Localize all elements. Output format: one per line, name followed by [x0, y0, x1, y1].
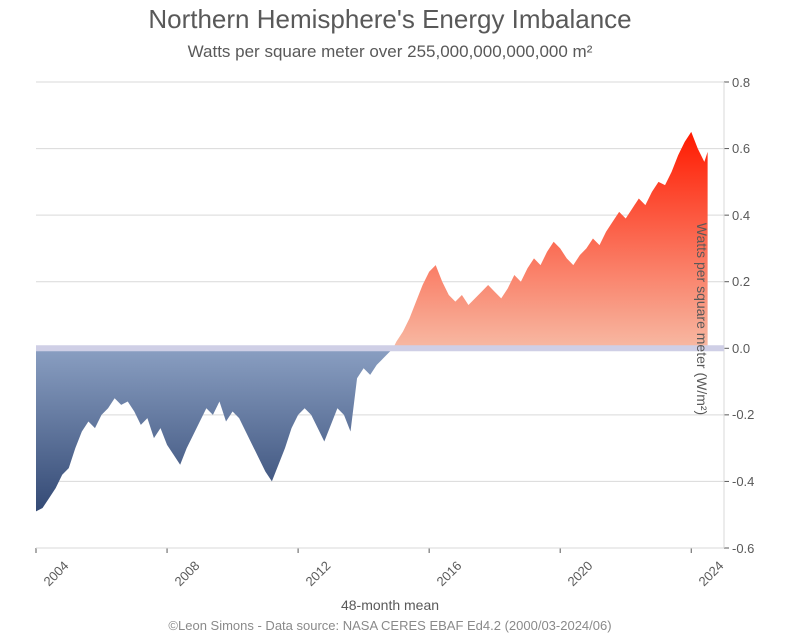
y-axis-title: Watts per square meter (W/m²)	[694, 222, 710, 414]
plot-area	[0, 0, 800, 637]
chart-credit: ©Leon Simons - Data source: NASA CERES E…	[0, 618, 780, 633]
y-tick-label: 0.2	[732, 274, 750, 289]
y-tick-label: -0.2	[732, 407, 754, 422]
y-tick-label: 0.0	[732, 341, 750, 356]
chart-container: Northern Hemisphere's Energy Imbalance W…	[0, 0, 800, 637]
area-series	[36, 132, 708, 511]
y-tick-label: 0.8	[732, 75, 750, 90]
y-tick-label: 0.4	[732, 208, 750, 223]
x-axis-title: 48-month mean	[0, 597, 780, 613]
y-tick-label: -0.6	[732, 541, 754, 556]
y-tick-label: 0.6	[732, 141, 750, 156]
y-tick-label: -0.4	[732, 474, 754, 489]
